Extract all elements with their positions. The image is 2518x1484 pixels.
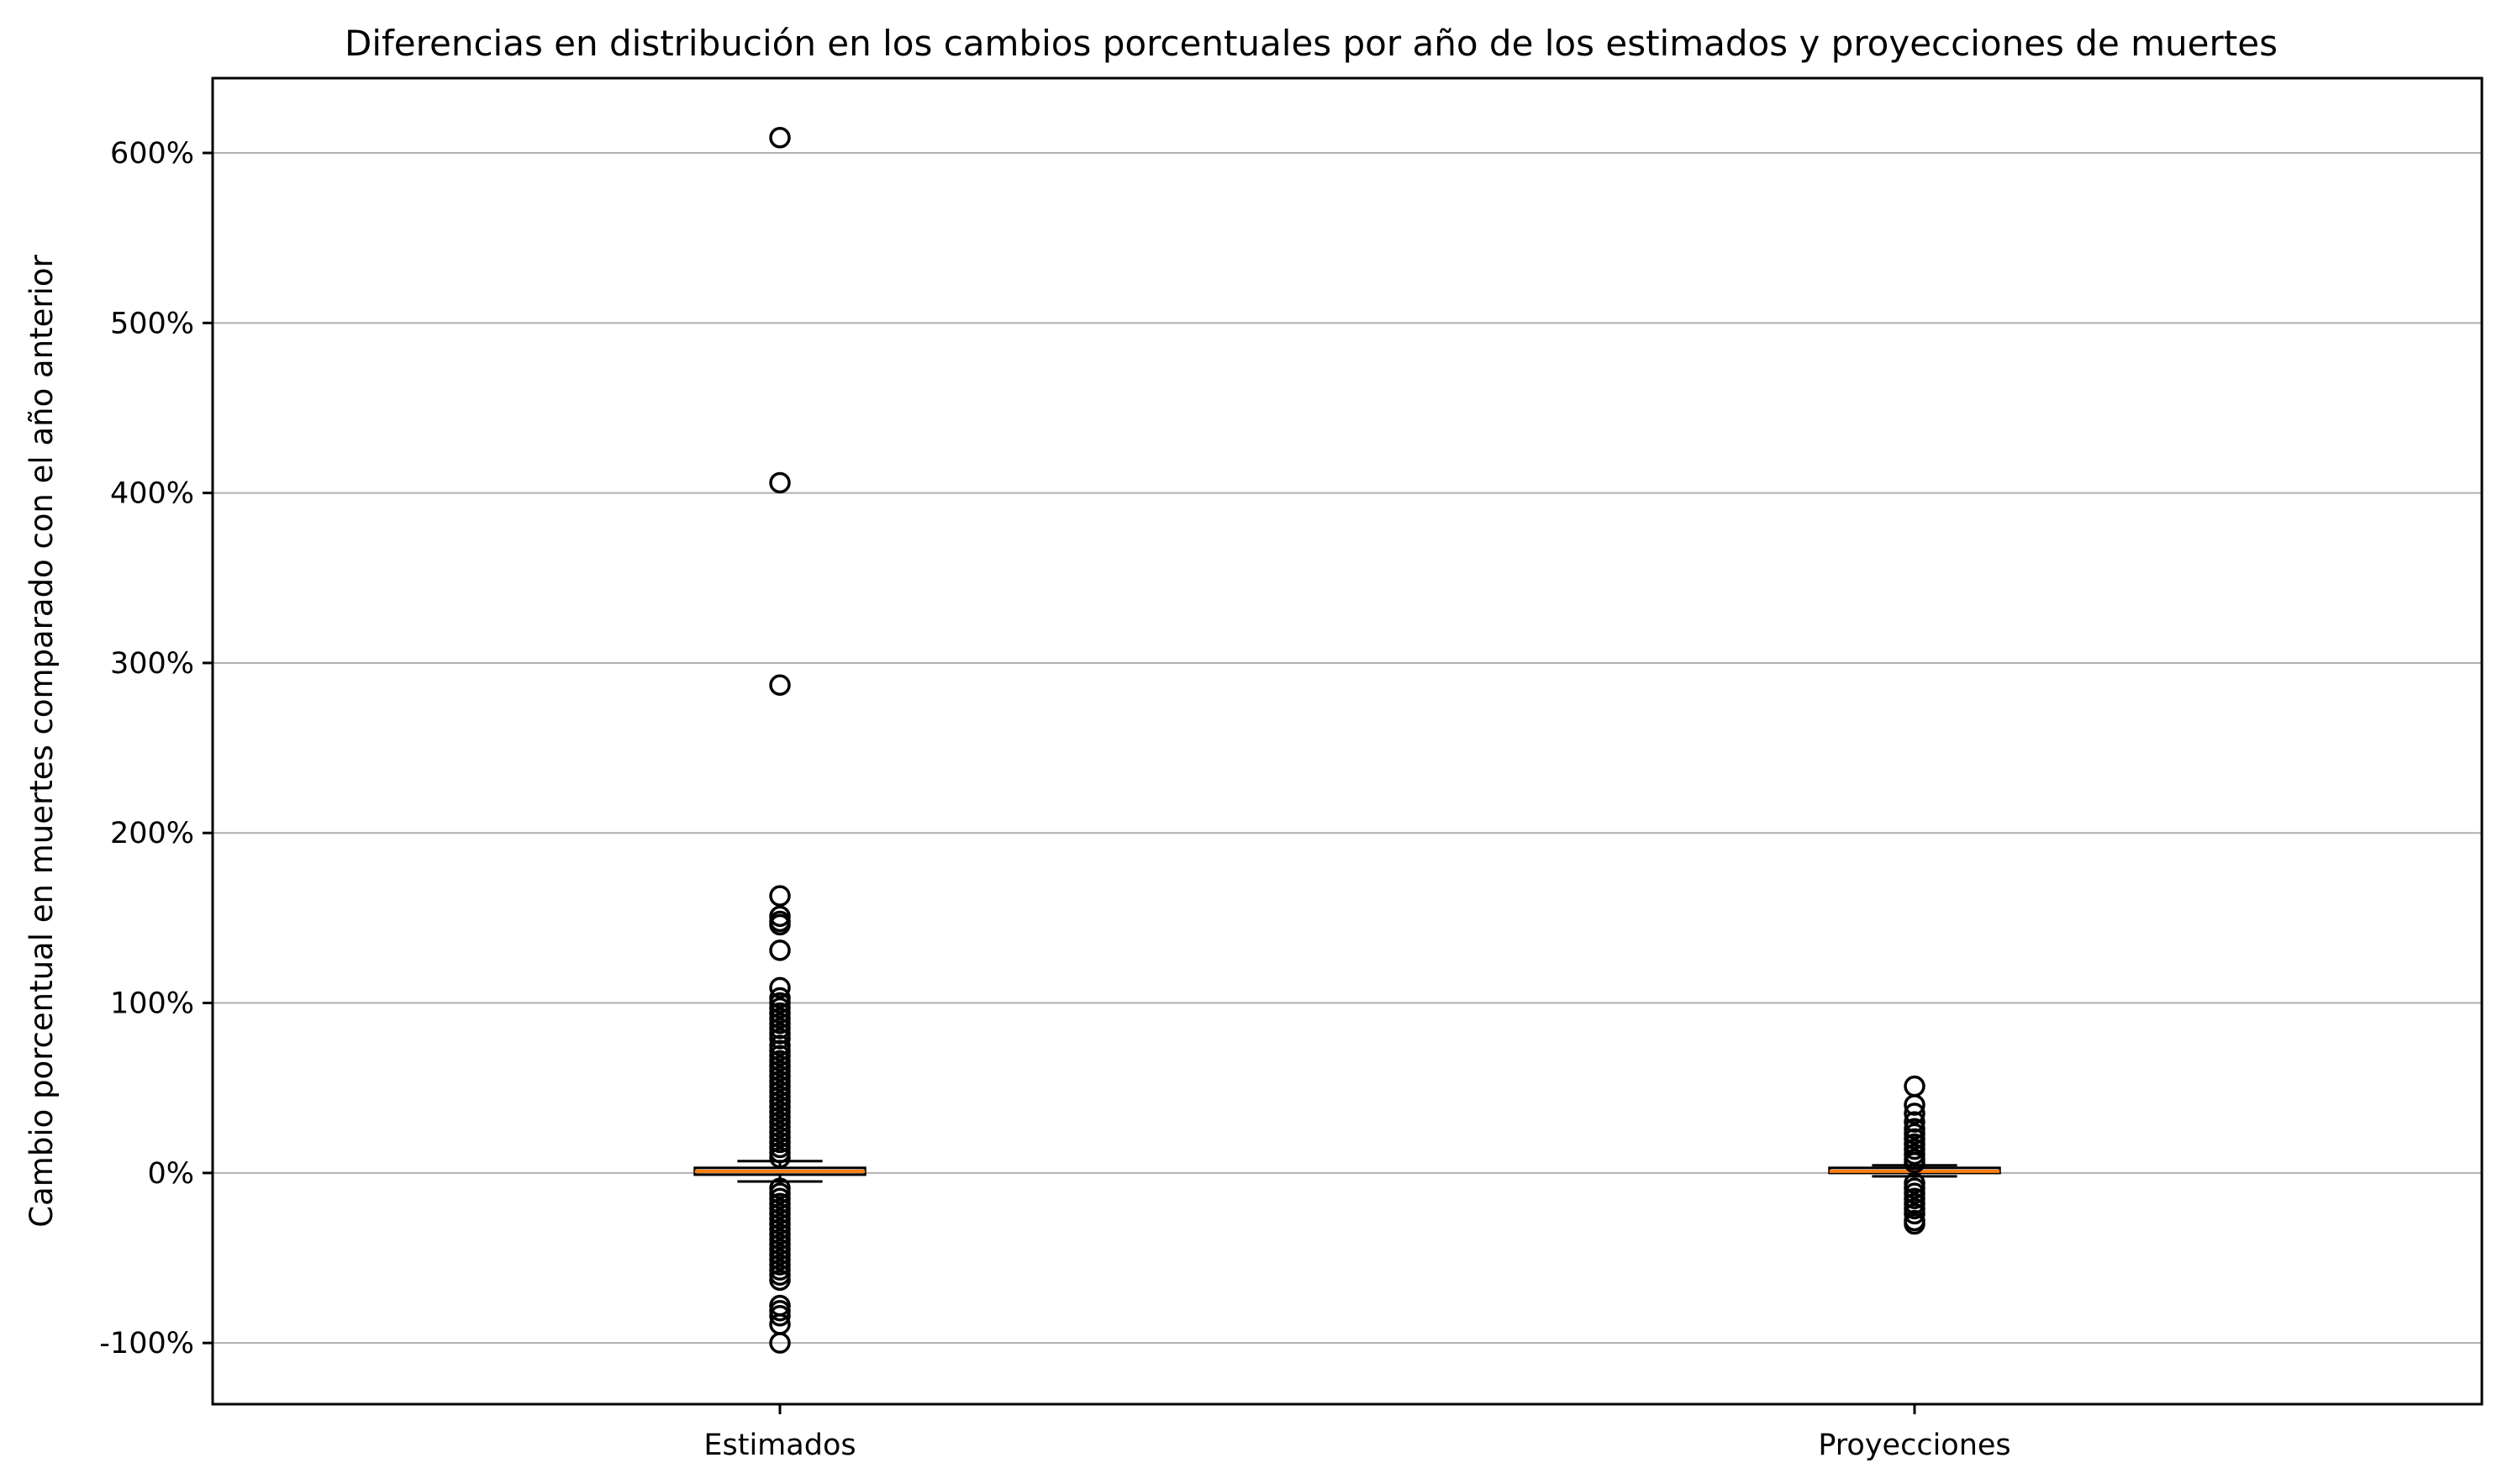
outlier-point	[769, 1332, 791, 1354]
x-tick-label: Proyecciones	[1818, 1429, 2010, 1462]
y-axis-ticks: -100% 0% 100% 200% 300% 400% 500% 600%	[99, 137, 213, 1360]
outlier-point	[1904, 1202, 1925, 1225]
outlier-point	[1904, 1094, 1925, 1116]
outlier-point	[769, 885, 791, 907]
outlier-point	[769, 1305, 791, 1327]
outlier-point	[769, 913, 791, 936]
x-tick-label: Estimados	[703, 1429, 856, 1462]
y-tick-label: 400%	[110, 477, 194, 511]
y-tick-label: 500%	[110, 307, 194, 340]
grid-lines	[213, 152, 2482, 1345]
outlier-point	[1904, 1075, 1925, 1097]
outlier-point	[769, 471, 791, 494]
outlier-point	[769, 674, 791, 696]
boxes	[693, 127, 2001, 1354]
outlier-point	[1904, 1111, 1925, 1133]
outlier-point	[1904, 1213, 1925, 1235]
outlier-point	[769, 939, 791, 961]
x-axis-ticks: Estimados Proyecciones	[703, 1404, 2011, 1462]
outlier-point	[1904, 1151, 1925, 1174]
box-group	[693, 127, 867, 1354]
outlier-point	[1904, 1102, 1925, 1124]
outlier-point	[769, 1146, 791, 1169]
y-tick-label: 300%	[110, 647, 194, 681]
box-group	[1828, 1075, 2001, 1235]
y-tick-label: 200%	[110, 817, 194, 850]
y-axis-label: Cambio porcentual en muertes comparado c…	[24, 255, 60, 1228]
chart-title: Diferencias en distribución en los cambi…	[345, 23, 2278, 64]
outlier-point	[769, 1269, 791, 1292]
y-tick-label: -100%	[99, 1327, 194, 1360]
outlier-point	[769, 976, 791, 999]
plot-frame	[211, 76, 2484, 1406]
outlier-point	[769, 127, 791, 149]
outlier-point	[769, 1028, 791, 1050]
y-tick-label: 100%	[110, 987, 194, 1021]
y-tick-label: 600%	[110, 137, 194, 171]
y-tick-label: 0%	[147, 1157, 194, 1191]
